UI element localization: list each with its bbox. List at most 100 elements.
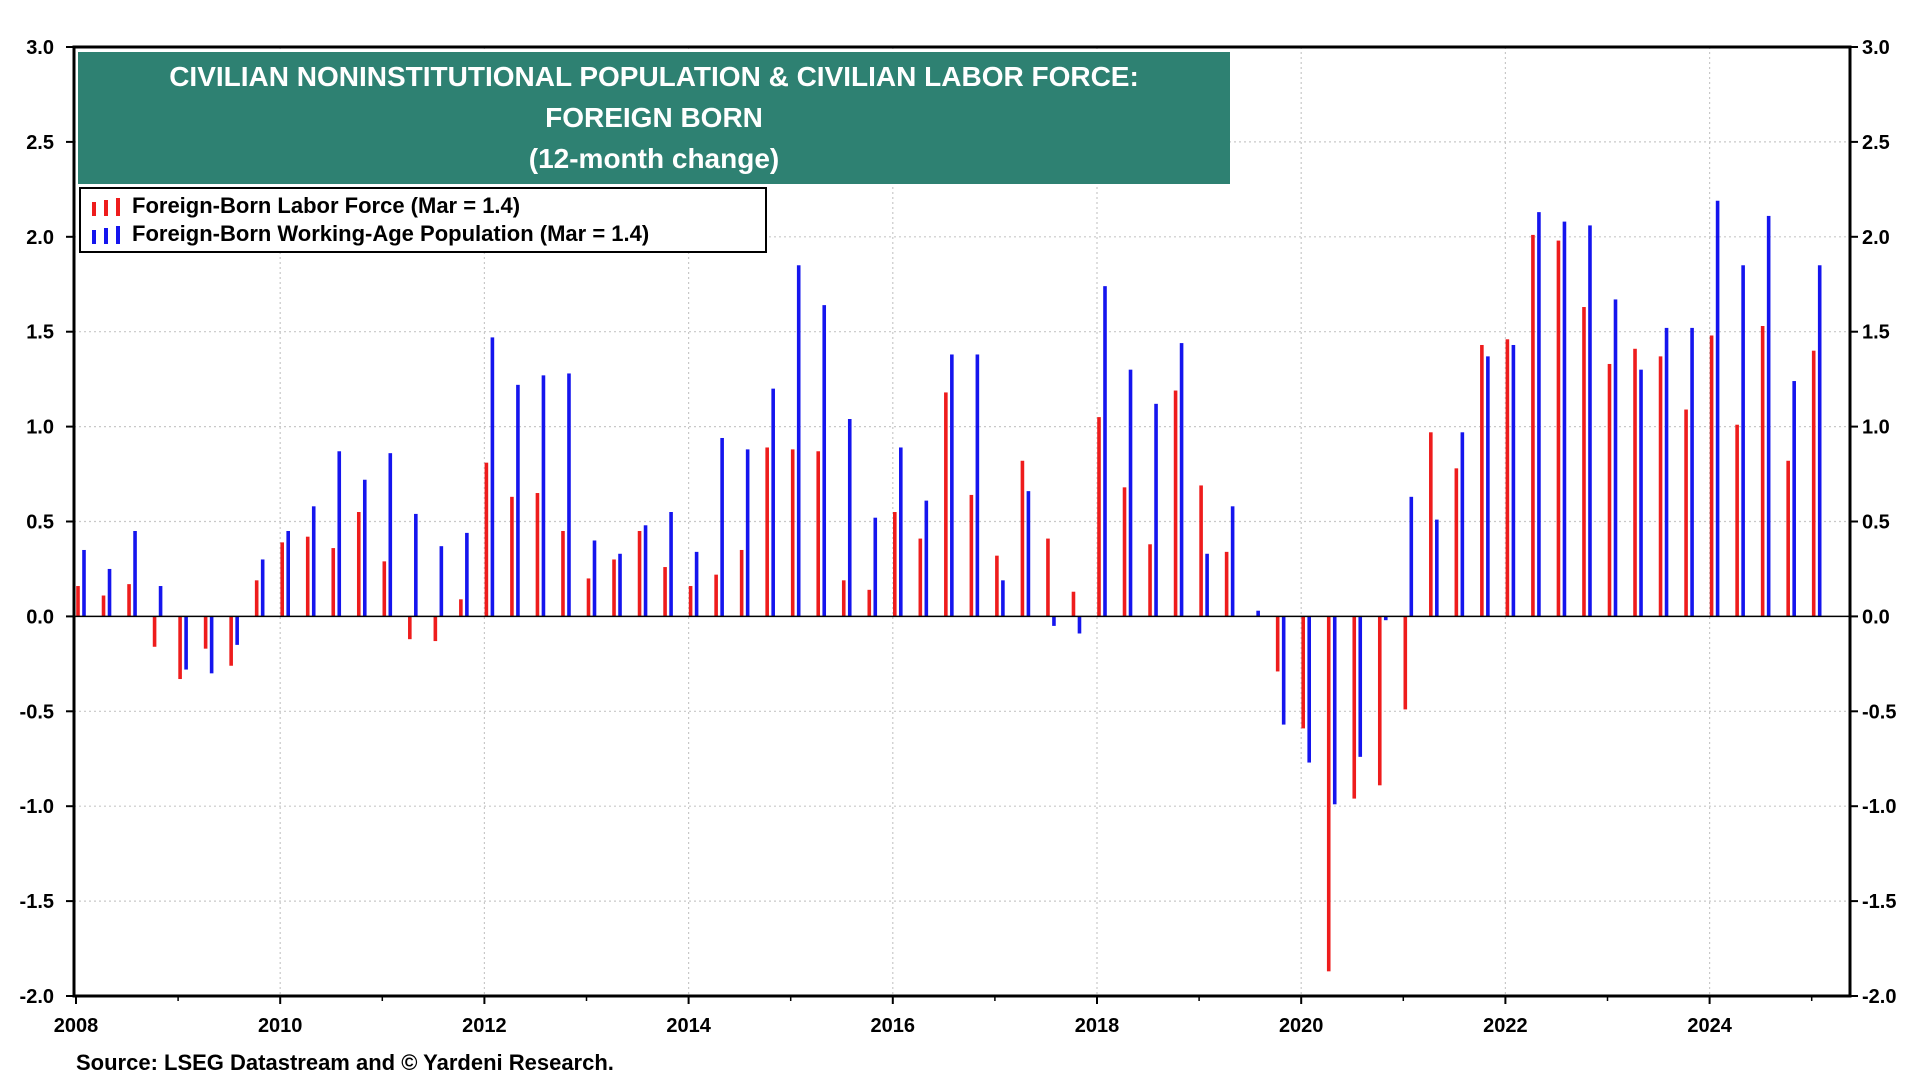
bars	[76, 200, 1822, 972]
bar-labor-force	[280, 542, 284, 617]
bar-labor-force	[1582, 307, 1586, 617]
bar-population	[541, 375, 546, 617]
bar-population	[1588, 225, 1592, 617]
bar-labor-force	[1173, 390, 1178, 617]
bar-population	[1256, 610, 1260, 617]
bar-population	[1817, 265, 1822, 617]
bar-population	[796, 265, 801, 617]
y-tick-label-right: 2.0	[1862, 227, 1890, 249]
bar-population	[133, 530, 137, 617]
bar-population	[618, 553, 622, 617]
y-tick-label-left: -1.0	[20, 796, 54, 818]
y-tick-label-left: -2.0	[20, 986, 54, 1008]
bar-labor-force	[1531, 234, 1535, 617]
bar-labor-force	[841, 580, 846, 617]
legend-box	[79, 187, 767, 253]
bar-labor-force	[1122, 487, 1127, 617]
bar-labor-force	[1148, 544, 1152, 617]
y-tick-label-right: 2.5	[1862, 132, 1890, 154]
bar-population	[1664, 327, 1669, 617]
bar-population	[643, 525, 648, 617]
bar-population	[516, 384, 520, 617]
bar-labor-force	[969, 494, 974, 617]
bar-population	[1562, 221, 1567, 617]
legend-swatch-labor-force	[92, 198, 120, 216]
bar-population	[847, 419, 852, 617]
bar-labor-force	[1403, 616, 1408, 710]
bar-labor-force	[739, 549, 744, 617]
bar-labor-force	[484, 462, 489, 617]
bar-labor-force	[612, 559, 616, 617]
bar-population	[1741, 265, 1745, 617]
bar-population	[720, 437, 724, 617]
title-background	[78, 52, 1230, 184]
bar-population	[1307, 616, 1311, 763]
bar-labor-force	[918, 538, 923, 617]
bar-population	[107, 568, 112, 617]
bar-population	[1690, 327, 1694, 617]
y-tick-label-left: 2.5	[26, 132, 54, 154]
bar-population	[1639, 369, 1643, 617]
legend: Foreign-Born Labor Force (Mar = 1.4) For…	[79, 187, 767, 253]
bar-labor-force	[1633, 348, 1637, 617]
y-tick-label-right: -1.0	[1862, 796, 1896, 818]
bar-population	[1435, 519, 1439, 617]
bar-labor-force	[101, 595, 106, 617]
bar-labor-force	[1811, 350, 1816, 617]
bar-labor-force	[1505, 339, 1510, 617]
bar-labor-force	[1454, 468, 1459, 617]
bar-labor-force	[586, 578, 591, 617]
bar-population	[286, 530, 290, 617]
y-tick-label-right: -1.5	[1862, 891, 1896, 913]
x-tick-label: 2012	[462, 1015, 507, 1037]
bar-labor-force	[867, 589, 872, 617]
bar-labor-force	[1377, 616, 1382, 786]
y-tick-label-right: 1.0	[1862, 417, 1890, 439]
y-tick-label-left: 3.0	[26, 37, 54, 59]
legend-label-population: Foreign-Born Working-Age Population (Mar…	[132, 221, 649, 246]
bar-population	[184, 616, 188, 670]
bar-labor-force	[663, 567, 667, 617]
y-tick-label-left: 1.5	[26, 322, 54, 344]
bar-labor-force	[1326, 616, 1331, 972]
bar-labor-force	[1658, 356, 1663, 617]
y-tick-label-left: 0.5	[26, 512, 54, 534]
bar-population	[337, 451, 342, 617]
y-tick-label-right: 0.5	[1862, 512, 1890, 534]
x-tick-label: 2010	[258, 1015, 303, 1037]
bar-population	[1766, 215, 1771, 617]
bar-population	[260, 559, 265, 617]
bar-population	[439, 546, 444, 617]
x-tick-label: 2014	[666, 1015, 711, 1037]
bar-labor-force	[1429, 432, 1433, 617]
y-tick-label-right: -0.5	[1862, 701, 1896, 723]
x-tick-label: 2024	[1687, 1015, 1732, 1037]
bar-population	[235, 616, 239, 645]
y-tick-label-right: 0.0	[1862, 606, 1890, 628]
bar-labor-force	[459, 599, 463, 617]
bar-population	[1026, 491, 1031, 617]
bar-labor-force	[382, 561, 387, 617]
title-line-2: FOREIGN BORN	[545, 102, 763, 133]
bar-labor-force	[1275, 616, 1280, 672]
bar-population	[873, 517, 878, 617]
bar-labor-force	[1684, 409, 1688, 617]
bar-population	[1486, 356, 1490, 617]
bar-labor-force	[816, 451, 821, 617]
bar-labor-force	[790, 449, 795, 617]
bar-population	[1128, 369, 1133, 617]
bar-labor-force	[408, 616, 412, 640]
bar-labor-force	[765, 447, 769, 617]
bar-labor-force	[203, 616, 208, 649]
x-tick-label: 2020	[1279, 1015, 1324, 1037]
bar-population	[592, 540, 597, 617]
x-tick-label: 2016	[871, 1015, 916, 1037]
bar-labor-force	[1735, 424, 1739, 617]
bar-population	[1179, 343, 1184, 617]
bar-labor-force	[893, 512, 897, 617]
bar-population	[669, 512, 673, 617]
title-line-1: CIVILIAN NONINSTITUTIONAL POPULATION & C…	[169, 61, 1139, 92]
bar-labor-force	[637, 530, 642, 617]
y-tick-label-right: -2.0	[1862, 986, 1896, 1008]
